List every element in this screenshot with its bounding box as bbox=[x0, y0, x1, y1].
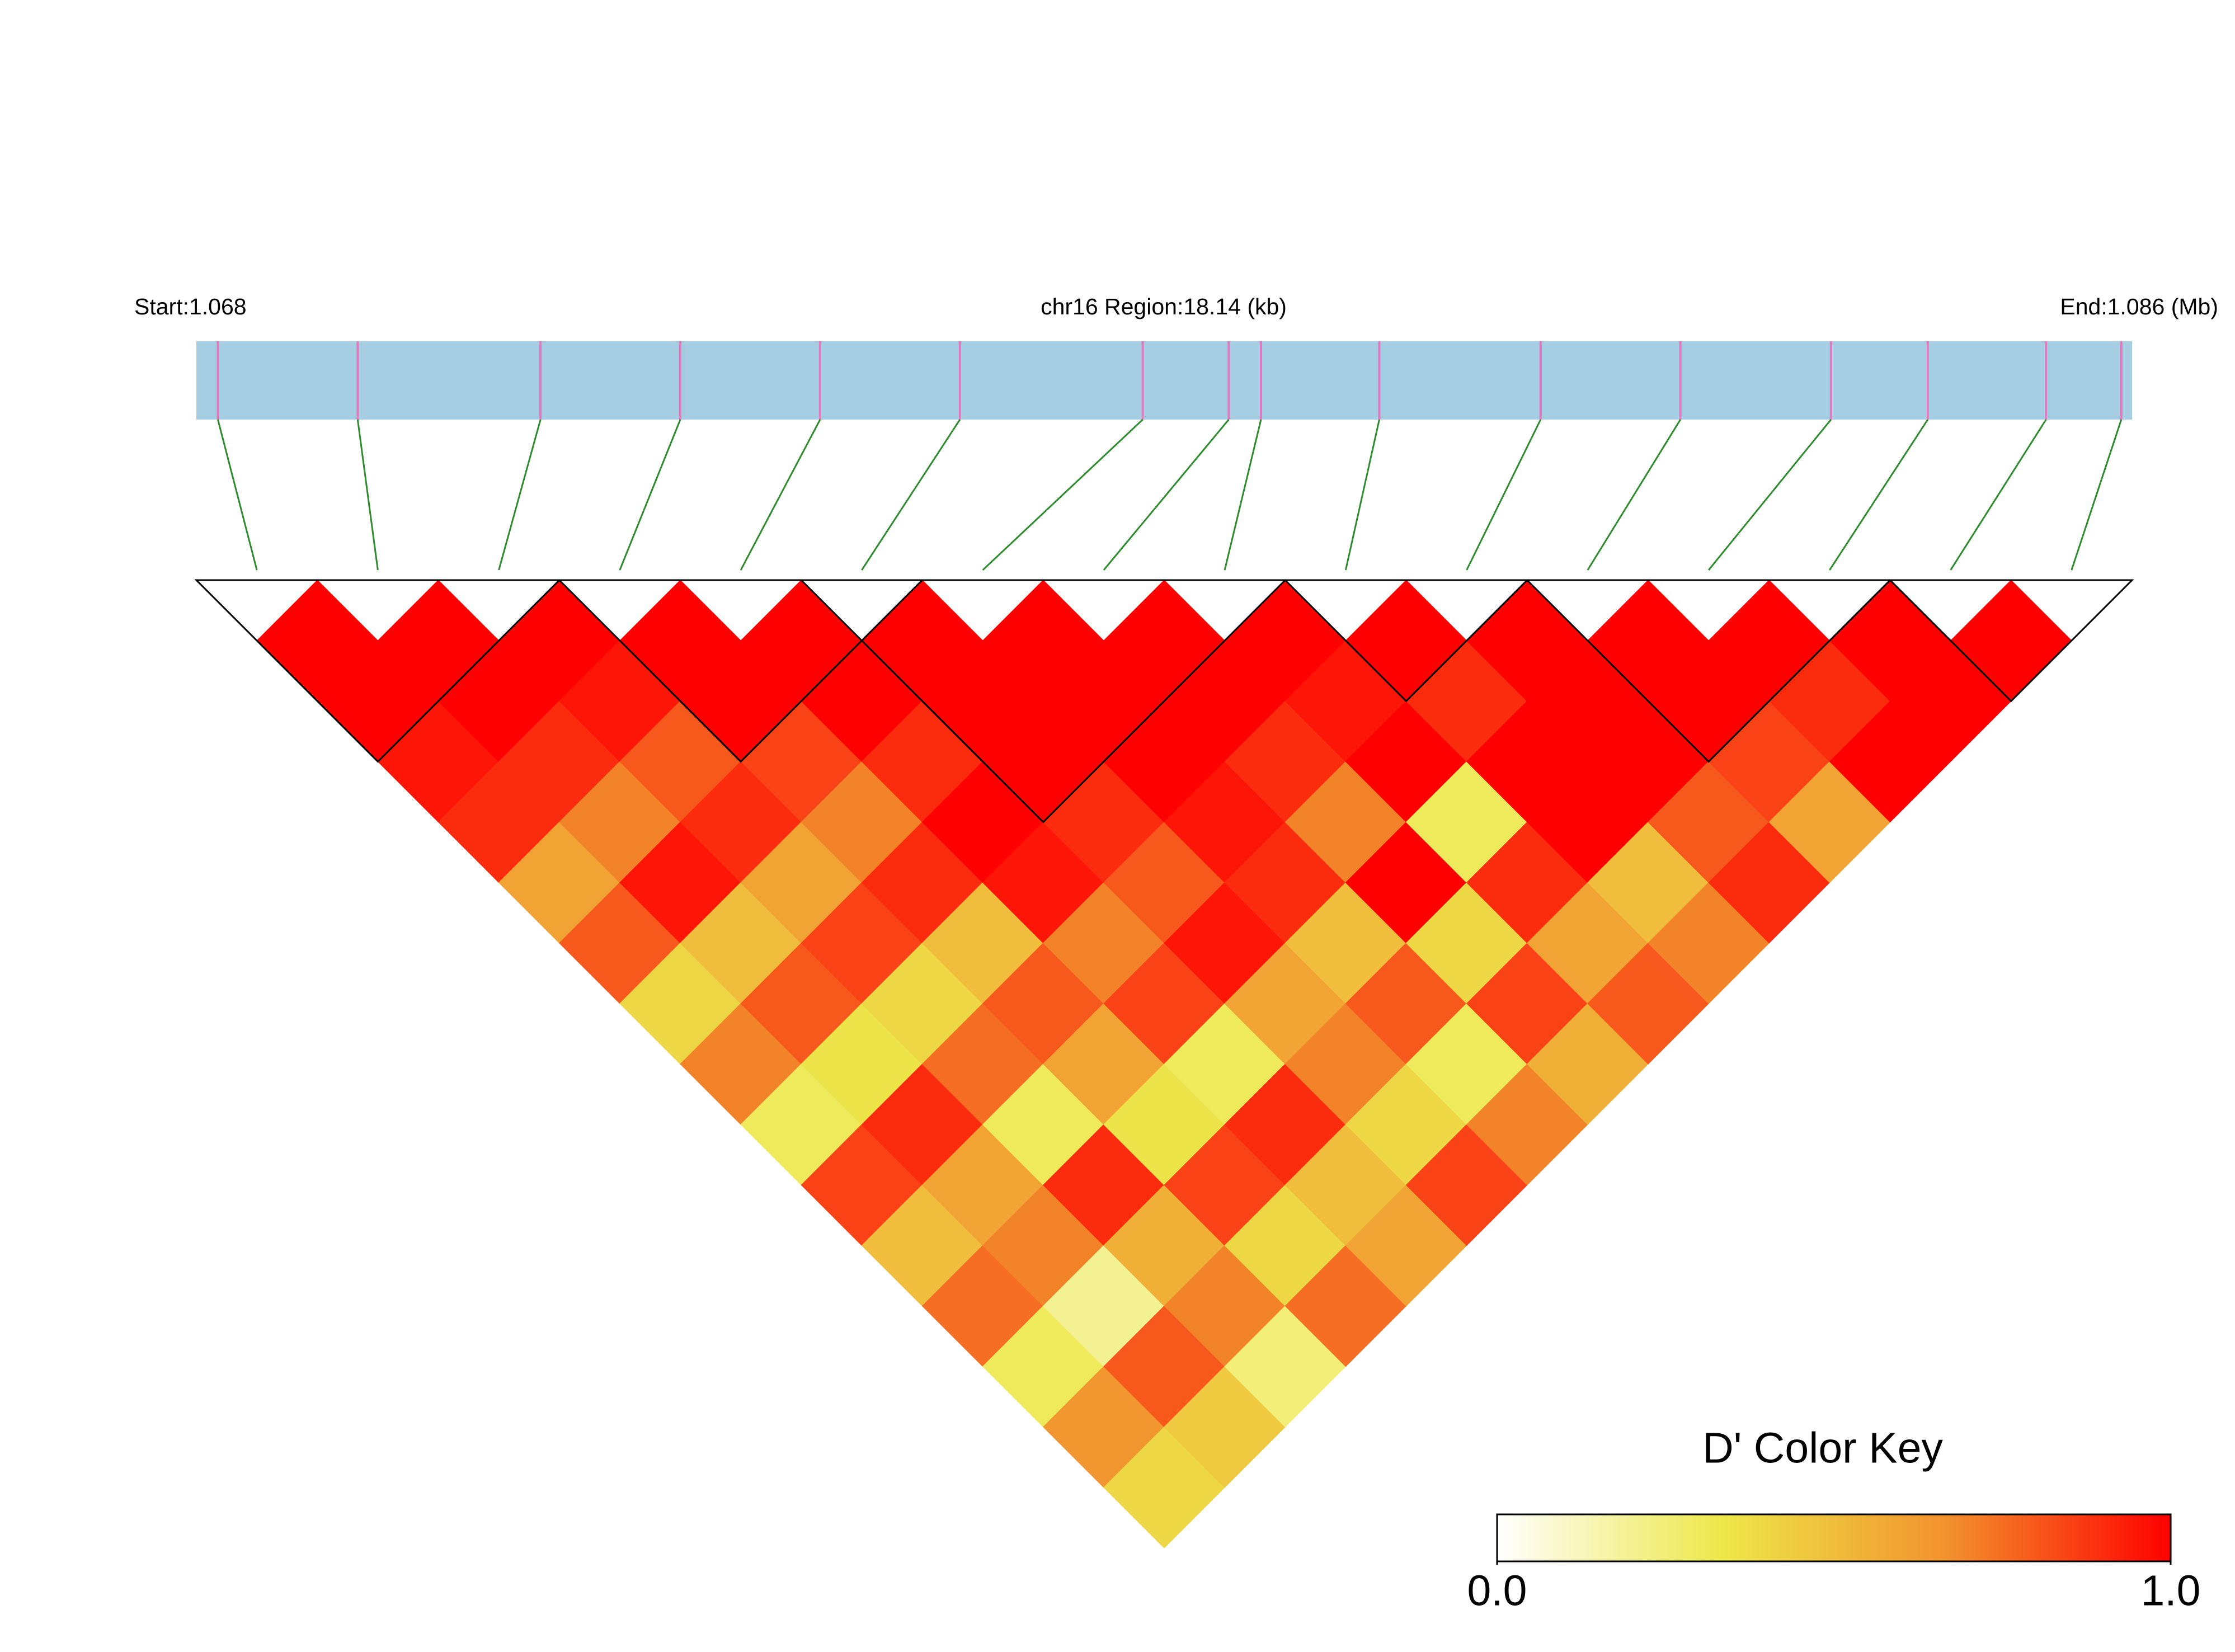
snp-connector bbox=[1466, 419, 1542, 571]
haplotype-block bbox=[557, 579, 925, 763]
key-title: D' Color Key bbox=[1702, 1424, 1943, 1472]
snp-connector bbox=[619, 419, 681, 571]
haplotype-block bbox=[1888, 579, 2134, 703]
snp-connector bbox=[861, 419, 961, 571]
snp-connector bbox=[982, 418, 1144, 571]
snp-connector bbox=[356, 419, 379, 571]
snp-connector bbox=[2071, 419, 2123, 571]
haplotype-block bbox=[1525, 579, 1893, 763]
key-tick-label: 1.0 bbox=[2140, 1566, 2200, 1615]
region-label: chr16 Region:18.14 (kb) bbox=[1041, 294, 1287, 319]
end-label: End:1.086 (Mb) bbox=[2060, 294, 2218, 319]
snp-connector bbox=[1587, 419, 1681, 571]
snp-connector bbox=[1344, 419, 1380, 571]
haplotype-block bbox=[194, 579, 562, 763]
haplotype-block bbox=[1283, 579, 1530, 703]
snp-connector bbox=[1829, 419, 1929, 571]
genome-track bbox=[196, 341, 2132, 420]
snp-connector bbox=[740, 419, 821, 571]
snp-connector bbox=[1950, 419, 2047, 571]
snp-connector bbox=[217, 419, 258, 571]
start-label: Start:1.068 bbox=[134, 294, 247, 319]
snp-connector bbox=[1707, 419, 1832, 571]
snp-connector bbox=[1103, 419, 1230, 571]
haplotype-block bbox=[799, 579, 1287, 823]
color-key bbox=[1496, 1513, 2172, 1562]
snp-connector bbox=[1224, 419, 1262, 571]
key-tick-label: 0.0 bbox=[1467, 1566, 1527, 1615]
snp-connector bbox=[498, 419, 542, 571]
